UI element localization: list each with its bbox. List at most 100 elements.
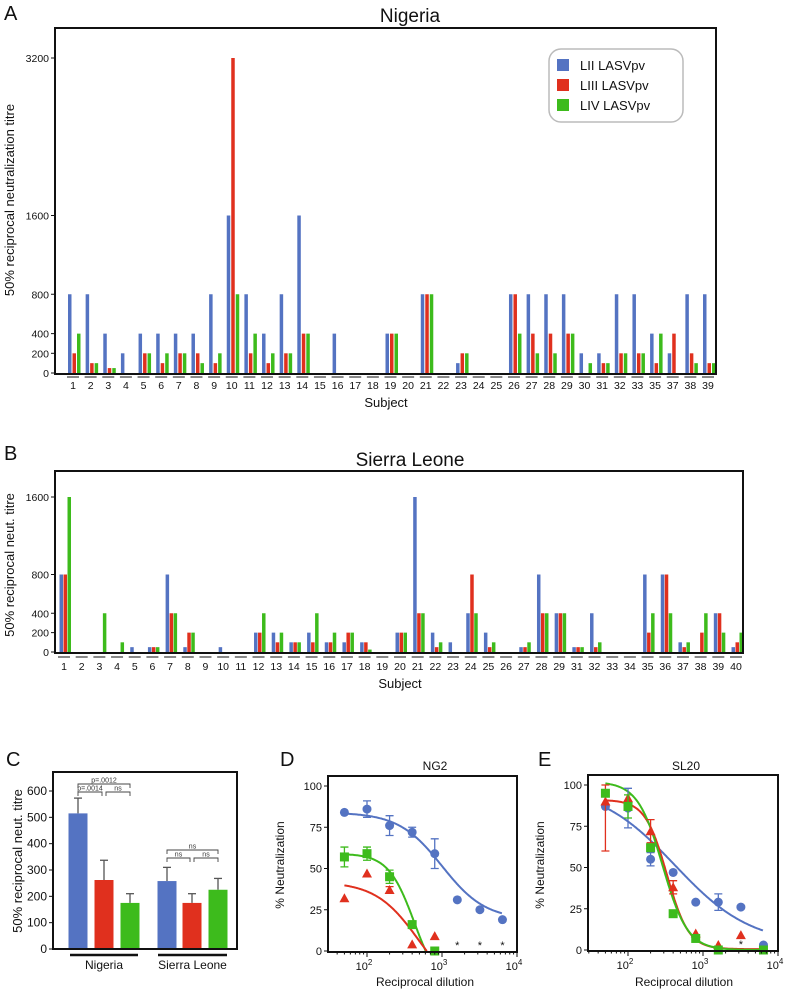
legend-label-lii: LII LASVpv xyxy=(580,58,646,73)
bar-b xyxy=(721,632,726,652)
data-point-square xyxy=(407,920,417,930)
panel-d-xlabel: Reciprocal dilution xyxy=(376,975,474,989)
bar-b xyxy=(664,574,669,652)
x-tick-label: 25 xyxy=(483,661,495,673)
bar-b xyxy=(147,647,152,652)
y-tick-label: 200 xyxy=(31,348,49,360)
bar-a xyxy=(654,363,659,373)
y-tick-label: 800 xyxy=(31,289,49,301)
bar-b xyxy=(562,613,567,652)
x-tick-label: 39 xyxy=(702,380,714,392)
x-tick-label: 3 xyxy=(105,380,111,392)
bar-a xyxy=(553,353,557,373)
panel-b-ylabel: 50% reciprocal neut. titre xyxy=(2,493,17,637)
fit-curve xyxy=(604,806,764,932)
bar-b xyxy=(576,647,580,652)
bar-b xyxy=(332,632,337,652)
bar-a xyxy=(301,333,306,373)
bar-a xyxy=(284,353,288,373)
bar-b xyxy=(315,613,319,652)
panel-e-xlabel: Reciprocal dilution xyxy=(635,975,733,989)
panel-a-title: Nigeria xyxy=(380,6,441,27)
x-tick-label: 3 xyxy=(96,661,102,673)
data-point-square xyxy=(668,909,678,919)
x-tick-label: 32 xyxy=(614,380,626,392)
bar-a xyxy=(306,333,310,373)
x-tick-label: 23 xyxy=(447,661,459,673)
x-tick-label: 40 xyxy=(730,661,742,673)
bar-b xyxy=(187,632,191,652)
bar-a xyxy=(160,363,165,373)
x-tick-label: 9 xyxy=(211,380,217,392)
bar-a xyxy=(156,333,160,373)
x-tick-label: 24 xyxy=(465,661,477,673)
significance-label: p=.0012 xyxy=(91,778,117,785)
bar-a xyxy=(68,294,72,373)
data-point-triangle xyxy=(645,826,656,836)
bar-b xyxy=(594,647,598,652)
bar-b xyxy=(368,649,372,652)
x-tick-base: 10 xyxy=(767,960,779,972)
bar-b xyxy=(700,632,704,652)
bar-a xyxy=(694,363,698,373)
bar-a xyxy=(597,353,601,373)
bar-c xyxy=(94,880,114,949)
bar-a xyxy=(235,294,240,373)
bar-a xyxy=(77,333,81,373)
bar-b xyxy=(169,613,174,652)
bar-b xyxy=(293,642,297,652)
panel-letter-c: C xyxy=(6,749,20,771)
bar-a xyxy=(508,294,513,373)
bar-a xyxy=(588,363,593,373)
data-point-square xyxy=(385,872,395,882)
asterisk-marker: * xyxy=(455,940,460,952)
y-tick-label: 200 xyxy=(27,889,47,903)
x-tick-label: 30 xyxy=(579,380,591,392)
x-tick-label: 33 xyxy=(632,380,644,392)
bar-b xyxy=(682,647,686,652)
bar-a xyxy=(165,353,169,373)
x-tick-label: 102 xyxy=(617,957,634,972)
y-tick-label: 600 xyxy=(27,784,47,798)
bar-a xyxy=(143,353,147,373)
bar-b xyxy=(395,632,399,652)
x-tick-label: 104 xyxy=(767,957,784,972)
bar-b xyxy=(360,642,364,652)
bar-a xyxy=(672,333,676,373)
bar-b xyxy=(470,574,474,652)
data-point-square xyxy=(339,852,349,862)
x-tick-label: 16 xyxy=(332,380,344,392)
x-tick-label: 37 xyxy=(667,380,679,392)
x-tick-label: 103 xyxy=(431,958,448,973)
x-tick-label: 21 xyxy=(412,661,424,673)
panel-c-ylabel: 50% reciprocal neut. titre xyxy=(10,789,25,933)
x-tick-label: 9 xyxy=(203,661,209,673)
x-tick-label: 24 xyxy=(473,380,485,392)
data-point-triangle xyxy=(407,939,418,949)
data-point-square xyxy=(362,849,372,859)
data-point-triangle xyxy=(362,868,372,878)
bar-a xyxy=(262,333,266,373)
significance-label: ns xyxy=(189,844,197,851)
bar-b xyxy=(483,632,488,652)
x-tick-label: 5 xyxy=(141,380,147,392)
x-tick-label: 37 xyxy=(677,661,689,673)
x-tick-label: 4 xyxy=(123,380,129,392)
plot-frame xyxy=(327,775,518,953)
y-tick-label: 400 xyxy=(27,837,47,851)
y-tick-label: 25 xyxy=(570,904,582,916)
bar-b xyxy=(165,574,170,652)
bar-a xyxy=(712,363,716,373)
bar-a xyxy=(138,333,143,373)
x-tick-label: 8 xyxy=(185,661,191,673)
bar-a xyxy=(200,363,204,373)
bar-b xyxy=(580,647,584,652)
bar-a xyxy=(173,333,178,373)
bar-a xyxy=(425,294,429,373)
bar-b xyxy=(491,642,496,652)
bar-b xyxy=(438,642,443,652)
x-tick-label: 104 xyxy=(506,958,523,973)
significance-label: ns xyxy=(175,852,183,859)
data-point-square xyxy=(691,933,701,943)
